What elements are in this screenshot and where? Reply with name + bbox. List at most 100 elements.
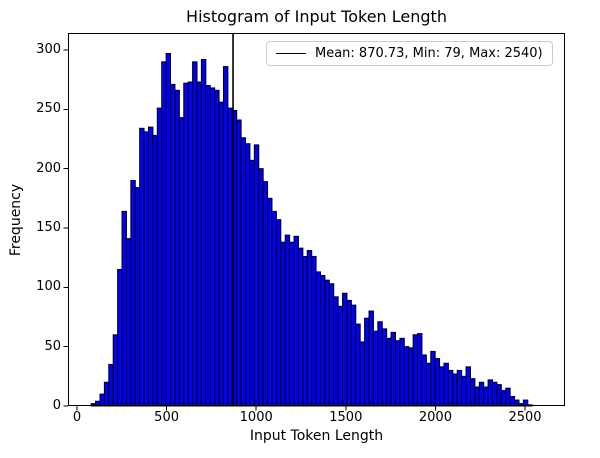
histogram-bar	[443, 362, 449, 407]
histogram-bar	[275, 219, 282, 407]
histogram-bar	[500, 390, 507, 407]
histogram-bar	[337, 305, 344, 407]
histogram-bar	[505, 387, 511, 407]
histogram-bar	[156, 107, 163, 407]
histogram-bar	[289, 241, 295, 407]
histogram-bar	[125, 238, 132, 407]
histogram-bar	[346, 299, 352, 407]
histogram-bar	[306, 250, 313, 407]
y-tick-label: 0	[52, 398, 61, 413]
histogram-bar	[205, 85, 211, 407]
histogram-bar	[222, 66, 229, 407]
histogram-bar	[439, 366, 445, 407]
chart-title: Histogram of Input Token Length	[186, 7, 447, 26]
y-tick-label: 250	[36, 101, 61, 117]
histogram-bar	[377, 321, 383, 407]
histogram-bar	[280, 241, 286, 407]
histogram-bar	[293, 235, 299, 407]
histogram-bar	[271, 210, 277, 407]
histogram-bar	[297, 247, 304, 407]
histogram-bar	[117, 269, 123, 407]
histogram-bar	[509, 396, 516, 407]
legend-label: Mean: 870.73, Min: 79, Max: 2540)	[315, 46, 543, 61]
histogram-bar	[478, 381, 485, 407]
histogram-bar	[214, 89, 220, 407]
histogram-bar	[253, 144, 260, 407]
histogram-bar	[192, 61, 198, 407]
histogram-bar	[328, 283, 335, 407]
y-tick-label: 200	[36, 160, 61, 176]
histogram-bar	[456, 369, 463, 407]
histogram-bar	[187, 81, 194, 407]
histogram-bar	[359, 341, 366, 407]
histogram-bar	[430, 350, 436, 407]
histogram-bar	[258, 168, 264, 407]
histogram-bar	[452, 373, 458, 407]
histogram-bar	[461, 375, 467, 407]
histogram-bar	[147, 126, 154, 407]
histogram-bar	[143, 131, 149, 407]
histogram-bar	[355, 323, 361, 407]
histogram-bar	[170, 83, 176, 407]
histogram-bar	[183, 82, 189, 407]
plot-border	[68, 33, 565, 406]
x-tick-label: 1000	[239, 410, 273, 425]
histogram-bar	[492, 381, 498, 407]
histogram-bar	[130, 180, 136, 407]
histogram-bar	[469, 378, 476, 407]
histogram-bar	[372, 330, 379, 407]
histogram-bar	[209, 87, 216, 407]
y-tick-label: 50	[44, 338, 61, 354]
histogram-bar	[112, 334, 119, 407]
y-tick-label: 300	[36, 41, 61, 57]
histogram-bar	[487, 379, 494, 407]
histogram-bar	[350, 304, 357, 407]
histogram-bar	[267, 197, 273, 407]
histogram-bar	[284, 234, 291, 407]
histogram-bar	[174, 89, 180, 407]
histogram-bar	[333, 296, 339, 407]
histogram-bar	[394, 340, 401, 407]
legend: Mean: 870.73, Min: 79, Max: 2540)	[266, 41, 553, 66]
histogram-bar	[496, 384, 502, 407]
x-tick-label: 2500	[508, 410, 542, 425]
histogram-bar	[165, 53, 172, 407]
histogram-bar	[324, 279, 330, 407]
histogram-bar	[103, 381, 110, 407]
histogram-bar	[262, 181, 269, 407]
histogram-bar	[399, 337, 405, 407]
histogram-bar	[108, 363, 114, 407]
histogram-bar	[121, 210, 127, 407]
histogram-bar	[417, 333, 423, 407]
x-tick-label: 1500	[329, 410, 363, 425]
x-tick-label: 2000	[418, 410, 452, 425]
histogram-bar	[315, 271, 321, 407]
x-tick-label: 500	[154, 410, 179, 425]
histogram-bar	[368, 310, 374, 407]
histogram-bar	[236, 119, 242, 407]
x-axis-label: Input Token Length	[249, 428, 384, 444]
histogram-bar	[134, 187, 141, 407]
histogram-bar	[320, 274, 326, 407]
histogram-bar	[240, 137, 247, 407]
histogram-bar	[421, 354, 427, 407]
histogram-bar	[390, 331, 396, 407]
legend-line-sample	[276, 53, 306, 54]
histogram-bar	[381, 328, 388, 407]
y-tick-label: 100	[36, 279, 61, 295]
histogram-bar	[99, 393, 105, 407]
histogram-bar	[408, 347, 414, 407]
histogram-bar	[249, 159, 255, 407]
histogram-bar	[161, 61, 167, 407]
histogram-bar	[474, 386, 480, 407]
histogram-bar	[447, 369, 454, 407]
histogram-bar	[412, 334, 419, 407]
histogram-bar	[364, 317, 370, 407]
histogram-bar	[311, 255, 317, 407]
histogram-bar	[302, 255, 308, 407]
histogram-bar	[218, 101, 224, 407]
histogram-bar	[483, 386, 489, 407]
histogram-bar	[342, 292, 348, 407]
